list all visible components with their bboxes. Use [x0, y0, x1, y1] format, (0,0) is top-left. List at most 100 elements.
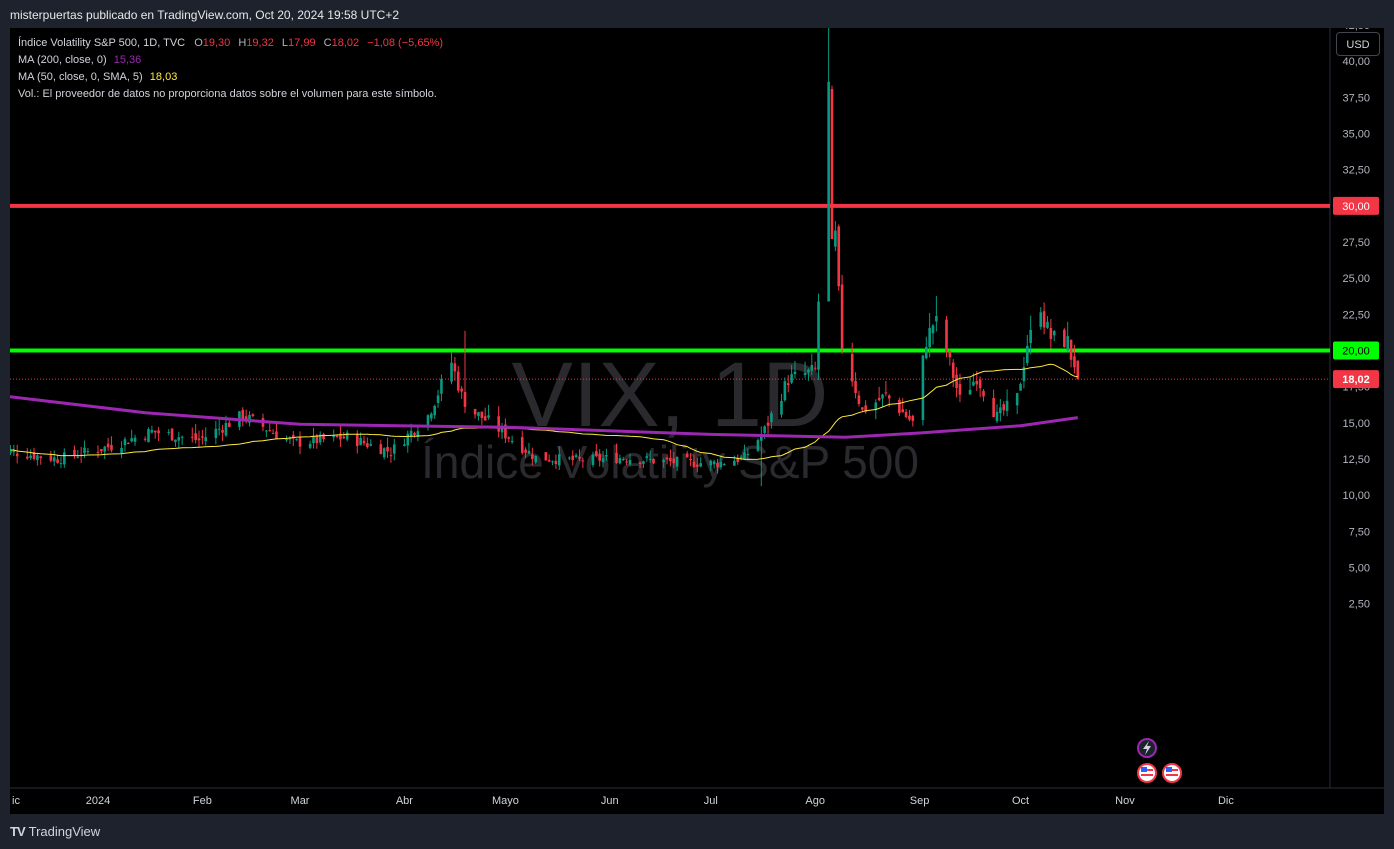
candle: [743, 444, 746, 461]
candle-body: [204, 437, 208, 442]
candle: [861, 407, 864, 412]
candle: [150, 425, 154, 434]
open-value: 19,30: [202, 37, 231, 49]
candle-body: [308, 443, 312, 448]
candle-body: [810, 365, 814, 371]
candle-body: [480, 411, 484, 419]
candle: [1015, 392, 1019, 415]
legend-ohlc-row: Índice Volatility S&P 500, 1D, TVC O19,3…: [18, 35, 443, 52]
candle-body: [685, 453, 689, 458]
candle-body: [746, 453, 750, 456]
candle: [827, 28, 830, 302]
candle-body: [881, 394, 884, 399]
candle-body: [978, 379, 982, 389]
candle-body: [1076, 360, 1080, 380]
candle-body: [52, 457, 56, 462]
candle: [221, 425, 224, 441]
candle-body: [120, 447, 123, 453]
candle-body: [318, 434, 322, 443]
y-tick-label: 35,00: [1342, 129, 1370, 141]
candle-body: [719, 462, 723, 468]
candle-body: [783, 381, 787, 401]
candle: [433, 404, 436, 420]
candle-body: [712, 461, 716, 465]
candle-body: [1049, 328, 1053, 339]
symbol-label[interactable]: Índice Volatility S&P 500, 1D, TVC: [18, 37, 186, 49]
candle: [645, 452, 649, 462]
candle-body: [150, 429, 154, 433]
candle: [621, 456, 625, 462]
candle-body: [955, 374, 958, 388]
candle: [295, 438, 298, 441]
candle-body: [214, 428, 218, 439]
candle-body: [190, 436, 194, 438]
candle-body: [948, 351, 952, 358]
candle: [204, 427, 208, 446]
candle-body: [581, 460, 585, 462]
candle-body: [992, 398, 995, 418]
y-tick-label: 27,50: [1342, 237, 1370, 249]
candle-body: [786, 383, 790, 386]
candle: [551, 460, 554, 466]
candle-body: [170, 428, 174, 441]
candle-body: [793, 371, 797, 375]
y-tick-label: 12,50: [1342, 454, 1370, 466]
candle: [251, 413, 255, 418]
candle-body: [127, 442, 130, 444]
candle-body: [487, 415, 490, 418]
candle-body: [854, 380, 857, 393]
candle: [157, 426, 160, 442]
candle-body: [864, 405, 867, 413]
ma50-label[interactable]: MA (50, close, 0, SMA, 5): [18, 71, 143, 83]
candle: [1052, 329, 1056, 342]
ma200-line: [10, 395, 1079, 439]
candle: [638, 461, 642, 469]
candle-body: [898, 399, 901, 413]
y-tick-label: 5,00: [1349, 562, 1370, 574]
ma200-label[interactable]: MA (200, close, 0): [18, 54, 107, 66]
candle: [29, 449, 32, 461]
price-chart[interactable]: VIX, 1D Índice Volatility S&P 500 2,505,…: [10, 28, 1384, 814]
candle: [904, 409, 908, 419]
lightning-event-icon[interactable]: [1137, 738, 1157, 758]
candle-body: [174, 439, 177, 442]
candle-body: [147, 429, 150, 443]
candle-body: [382, 448, 386, 458]
us-flag-event-icon[interactable]: [1162, 763, 1182, 783]
candle: [194, 424, 197, 444]
candle: [951, 359, 955, 388]
candle-body: [248, 414, 251, 423]
candle-body: [756, 440, 760, 451]
candle: [1063, 328, 1066, 348]
candle-body: [463, 392, 467, 407]
axes: 2,505,007,5010,0012,5015,0017,5020,0022,…: [12, 28, 1379, 807]
candle: [689, 452, 692, 467]
candle: [999, 399, 1002, 422]
candle: [130, 429, 133, 443]
candle: [483, 407, 487, 421]
tradingview-logo-icon: TV: [10, 824, 26, 839]
us-flag-event-icon[interactable]: [1137, 763, 1157, 783]
candle-body: [924, 346, 928, 359]
candle-body: [598, 454, 601, 461]
currency-button[interactable]: USD: [1336, 32, 1380, 56]
candle: [15, 444, 19, 464]
candle-body: [1029, 329, 1032, 344]
y-tick-label: 7,50: [1349, 526, 1370, 538]
candle: [217, 419, 221, 436]
x-tick-label: Mayo: [492, 795, 519, 807]
candle-body: [483, 416, 487, 421]
legend-ma50-row: MA (50, close, 0, SMA, 5) 18,03: [18, 69, 443, 86]
candle-body: [39, 456, 43, 458]
x-tick-label: ic: [12, 795, 20, 807]
candle-body: [547, 459, 551, 462]
candle: [312, 427, 315, 449]
candle: [520, 430, 524, 455]
candle: [901, 398, 905, 413]
candle: [722, 463, 726, 466]
candle-body: [1002, 404, 1006, 411]
event-icons: [1137, 738, 1182, 783]
chart-pane[interactable]: VIX, 1D Índice Volatility S&P 500 2,50 5,…: [10, 28, 1384, 814]
candle-body: [928, 327, 931, 347]
tradingview-logo[interactable]: TV TradingView: [10, 824, 100, 839]
